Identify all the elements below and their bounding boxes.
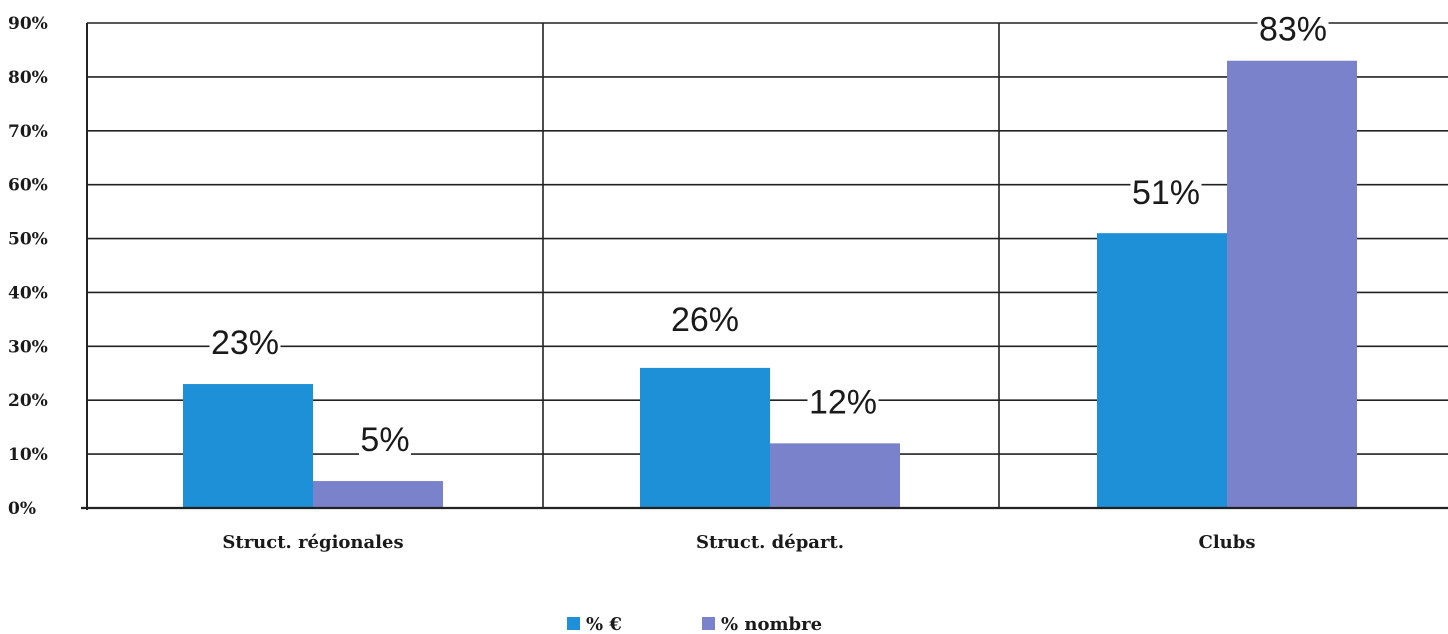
bars (183, 60, 1357, 508)
data-label: 83% (1259, 11, 1327, 49)
category-label: Clubs (1199, 532, 1256, 553)
data-label-bg (1257, 12, 1329, 49)
category-label: Struct. départ. (696, 532, 844, 553)
data-label-bg (807, 385, 879, 422)
y-tick-label: 90% (8, 14, 48, 34)
axes: 0% 10% 20% 30% 40% 50% 60% 70% 80% 90% Struct. rég… (8, 14, 1448, 553)
bar-pct-euro (1097, 233, 1227, 508)
data-label-bg (359, 423, 411, 460)
bar-pct-euro (183, 384, 313, 508)
bar-pct-nombre (313, 481, 443, 508)
y-tick-label: 30% (8, 337, 48, 357)
y-tick-label: 10% (8, 445, 48, 465)
y-tick-label: 60% (8, 176, 48, 196)
gridlines (87, 22, 1448, 508)
data-label: 51% (1132, 174, 1200, 212)
data-label-bg (1130, 176, 1202, 213)
y-tick-label: 80% (8, 68, 48, 88)
data-label: 5% (360, 421, 409, 459)
category-label: Struct. régionales (222, 532, 403, 553)
legend-label: % nombre (721, 614, 822, 634)
data-labels: 23% 5% 26% 12% 51% 83% (209, 11, 1329, 460)
data-label-bg (209, 326, 281, 363)
data-label: 26% (671, 301, 739, 339)
data-label-bg (669, 302, 741, 339)
legend-label: % € (586, 614, 622, 634)
legend-swatch (702, 617, 715, 630)
y-tick-label: 0% (8, 499, 36, 519)
legend: % € % nombre (567, 614, 822, 634)
y-tick-label: 50% (8, 230, 48, 250)
y-tick-label: 70% (8, 122, 48, 142)
bar-pct-nombre (1227, 60, 1357, 508)
legend-swatch (567, 617, 580, 630)
data-label: 23% (211, 324, 279, 362)
data-label: 12% (809, 383, 877, 421)
bar-pct-euro (640, 367, 770, 508)
bar-pct-nombre (770, 443, 900, 508)
y-tick-label: 20% (8, 391, 48, 411)
y-tick-label: 40% (8, 283, 48, 303)
